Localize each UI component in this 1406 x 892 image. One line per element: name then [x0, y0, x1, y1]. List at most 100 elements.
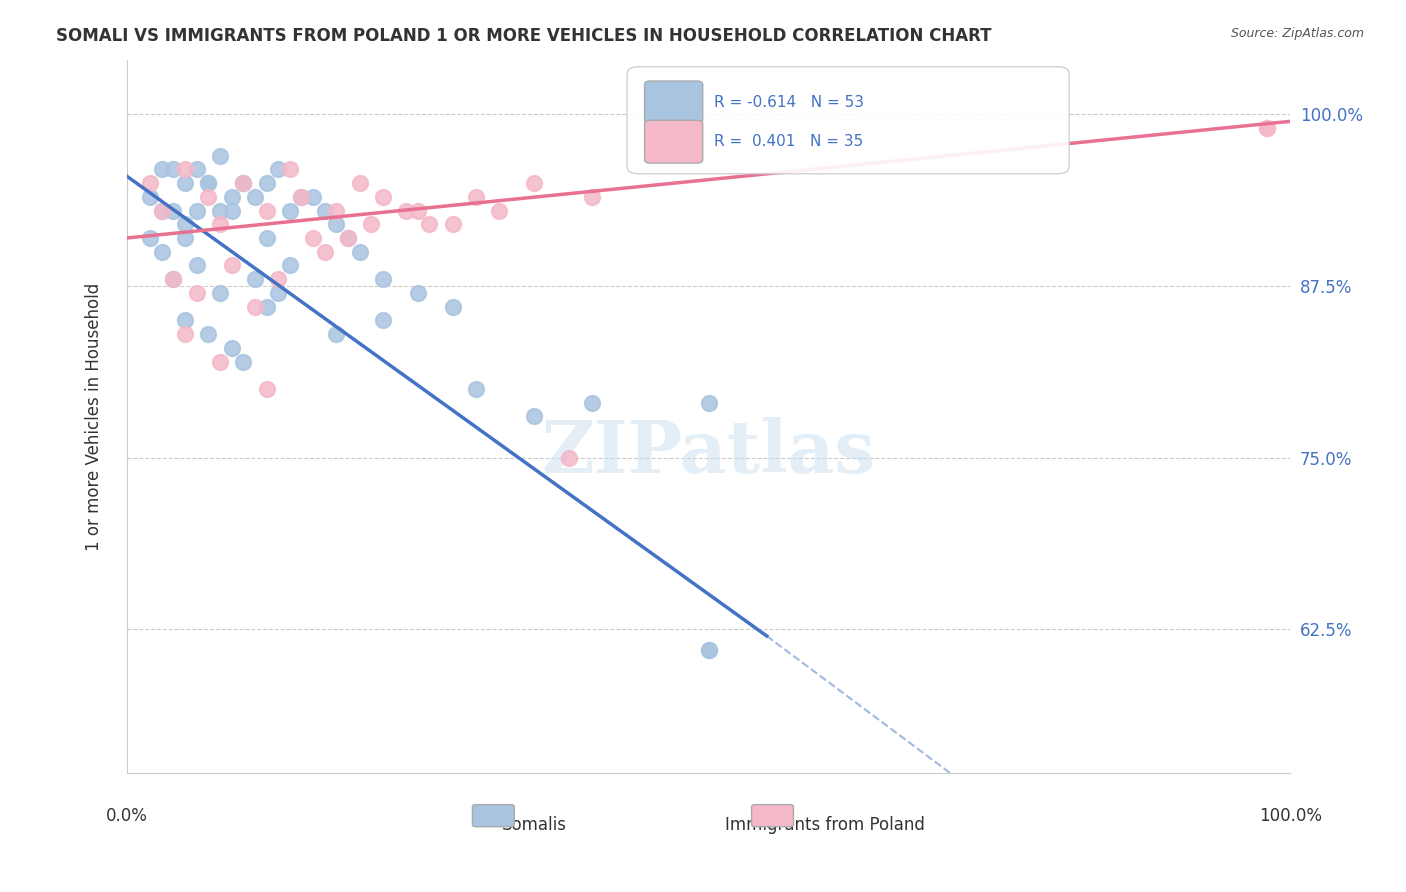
Point: [221, 203, 243, 218]
Point: [243, 190, 266, 204]
Point: [139, 190, 162, 204]
Point: [221, 341, 243, 355]
Point: [256, 382, 278, 396]
Point: [336, 231, 359, 245]
Point: [162, 203, 184, 218]
Point: [232, 176, 254, 190]
FancyBboxPatch shape: [644, 81, 703, 124]
Point: [464, 190, 486, 204]
Point: [208, 203, 231, 218]
Text: Somalis: Somalis: [502, 816, 567, 834]
Point: [174, 313, 197, 327]
Point: [697, 395, 720, 409]
Point: [256, 231, 278, 245]
Point: [208, 285, 231, 300]
Point: [406, 285, 429, 300]
Point: [278, 259, 301, 273]
Text: R = -0.614   N = 53: R = -0.614 N = 53: [714, 95, 865, 110]
FancyBboxPatch shape: [627, 67, 1069, 174]
Point: [174, 162, 197, 177]
Point: [162, 162, 184, 177]
Point: [208, 217, 231, 231]
Point: [232, 176, 254, 190]
Point: [232, 354, 254, 368]
Point: [325, 203, 347, 218]
Point: [139, 176, 162, 190]
Point: [174, 176, 197, 190]
Point: [558, 450, 581, 465]
Point: [208, 149, 231, 163]
Point: [162, 272, 184, 286]
Point: [395, 203, 418, 218]
Point: [256, 176, 278, 190]
Point: [581, 395, 603, 409]
Point: [232, 176, 254, 190]
Text: Source: ZipAtlas.com: Source: ZipAtlas.com: [1230, 27, 1364, 40]
Text: Immigrants from Poland: Immigrants from Poland: [725, 816, 925, 834]
Point: [1256, 121, 1278, 136]
Text: SOMALI VS IMMIGRANTS FROM POLAND 1 OR MORE VEHICLES IN HOUSEHOLD CORRELATION CHA: SOMALI VS IMMIGRANTS FROM POLAND 1 OR MO…: [56, 27, 991, 45]
Point: [349, 244, 371, 259]
Point: [406, 203, 429, 218]
Point: [314, 244, 336, 259]
Point: [267, 272, 290, 286]
Point: [278, 162, 301, 177]
Point: [174, 217, 197, 231]
Point: [243, 300, 266, 314]
Point: [290, 190, 312, 204]
Point: [208, 354, 231, 368]
Point: [162, 272, 184, 286]
Point: [1256, 121, 1278, 136]
Text: R =  0.401   N = 35: R = 0.401 N = 35: [714, 134, 863, 149]
Point: [441, 217, 464, 231]
Text: 100.0%: 100.0%: [1258, 807, 1322, 825]
Point: [197, 176, 219, 190]
Text: ZIPatlas: ZIPatlas: [541, 417, 876, 488]
Point: [256, 300, 278, 314]
Point: [371, 313, 394, 327]
Point: [418, 217, 440, 231]
Point: [441, 300, 464, 314]
Point: [523, 409, 546, 424]
Point: [302, 190, 325, 204]
Point: [464, 382, 486, 396]
Point: [523, 176, 546, 190]
Point: [186, 203, 208, 218]
Point: [697, 642, 720, 657]
Point: [325, 217, 347, 231]
Point: [186, 285, 208, 300]
Point: [197, 176, 219, 190]
Point: [302, 231, 325, 245]
Point: [243, 272, 266, 286]
Point: [186, 162, 208, 177]
Point: [336, 231, 359, 245]
Point: [221, 190, 243, 204]
Point: [267, 162, 290, 177]
Text: 0.0%: 0.0%: [105, 807, 148, 825]
Point: [139, 231, 162, 245]
FancyBboxPatch shape: [644, 120, 703, 163]
Point: [697, 642, 720, 657]
Point: [150, 162, 173, 177]
Point: [150, 244, 173, 259]
Point: [349, 176, 371, 190]
Point: [174, 231, 197, 245]
Point: [221, 259, 243, 273]
FancyBboxPatch shape: [472, 805, 515, 827]
Point: [150, 203, 173, 218]
Point: [186, 259, 208, 273]
FancyBboxPatch shape: [752, 805, 793, 827]
Point: [371, 190, 394, 204]
Point: [197, 327, 219, 342]
Point: [581, 190, 603, 204]
Point: [360, 217, 382, 231]
Point: [488, 203, 510, 218]
Point: [290, 190, 312, 204]
Y-axis label: 1 or more Vehicles in Household: 1 or more Vehicles in Household: [86, 282, 103, 550]
Point: [267, 285, 290, 300]
Point: [314, 203, 336, 218]
Point: [371, 272, 394, 286]
Point: [325, 327, 347, 342]
Point: [256, 203, 278, 218]
Point: [150, 203, 173, 218]
